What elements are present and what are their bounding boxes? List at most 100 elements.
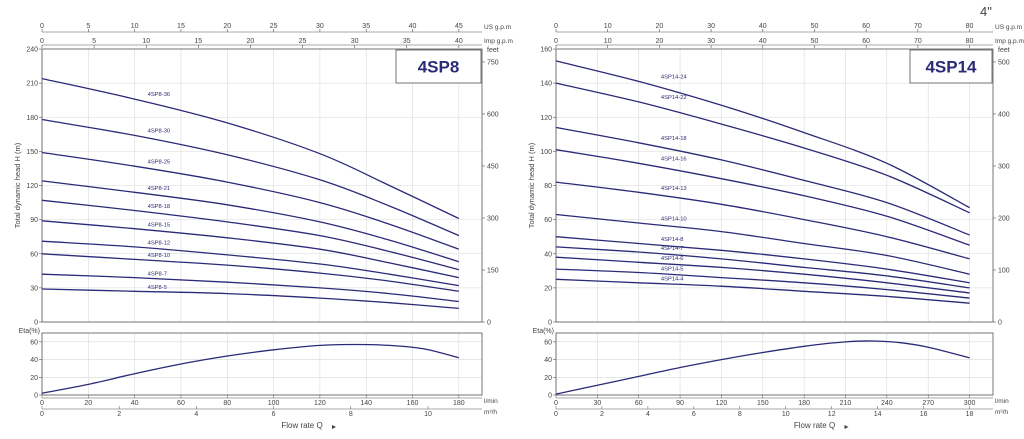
top-scale-tick-label: 5 xyxy=(92,38,96,45)
curve-4SP14-16 xyxy=(555,149,970,246)
bottom-scale-tick-label: 8 xyxy=(738,411,742,418)
bottom-scale-unit: m³/h xyxy=(995,409,1008,416)
bottom-scale-tick-label: 4 xyxy=(646,411,650,418)
curve-4SP8-12 xyxy=(41,240,459,287)
curve-label: 4SP8-10 xyxy=(148,253,171,259)
y-tick-label: 60 xyxy=(30,251,38,258)
eta-axis-label: Eta(%) xyxy=(19,328,40,335)
feet-tick-label: 0 xyxy=(487,320,491,327)
curve-label: 4SP8-30 xyxy=(148,129,171,135)
eta-tick-label: 20 xyxy=(544,375,552,382)
curve-label: 4SP14-13 xyxy=(661,186,687,192)
bottom-scale-tick-label: 210 xyxy=(840,400,852,407)
top-scale-tick-label: 10 xyxy=(604,38,612,45)
top-scale-tick-label: 40 xyxy=(759,23,767,30)
eta-tick-label: 40 xyxy=(30,357,38,364)
curve-4SP8-18 xyxy=(41,199,459,271)
bottom-scale-tick-label: 4 xyxy=(194,411,198,418)
curve-4SP8-25 xyxy=(41,151,460,250)
curve-4SP8-21 xyxy=(41,180,459,263)
y-tick-label: 100 xyxy=(540,149,552,156)
top-scale-tick-label: 60 xyxy=(862,38,870,45)
curve-label: 4SP14-24 xyxy=(661,74,688,80)
curve-4SP14-18 xyxy=(555,126,970,236)
y-tick-label: 20 xyxy=(544,285,552,292)
y-tick-label: 140 xyxy=(540,81,552,88)
bottom-scale-unit: m³/h xyxy=(484,409,497,416)
top-scale-tick-label: 30 xyxy=(707,38,715,45)
bottom-scale-tick-label: 60 xyxy=(177,400,185,407)
bottom-scale-tick-label: 150 xyxy=(757,400,769,407)
top-scale-tick-label: 80 xyxy=(966,38,974,45)
top-scale-tick-label: 10 xyxy=(604,23,612,30)
y-tick-label: 40 xyxy=(544,251,552,258)
bottom-scale-tick-label: 0 xyxy=(40,411,44,418)
curve-label: 4SP8-36 xyxy=(148,92,171,98)
top-scale-tick-label: 20 xyxy=(247,38,255,45)
y-tick-label: 240 xyxy=(26,47,38,54)
bottom-scale-tick-label: 270 xyxy=(922,400,934,407)
bottom-scale-tick-label: 10 xyxy=(424,411,432,418)
top-scale-tick-label: 0 xyxy=(40,23,44,30)
y-tick-label: 120 xyxy=(26,183,38,190)
page-mark: 4" xyxy=(980,4,992,19)
feet-tick-label: 300 xyxy=(487,215,499,222)
bottom-scale-tick-label: 180 xyxy=(798,400,810,407)
top-scale-tick-label: 0 xyxy=(554,38,558,45)
y-tick-label: 150 xyxy=(26,149,38,156)
bottom-scale-tick-label: 120 xyxy=(314,400,326,407)
curve-label: 4SP8-5 xyxy=(148,285,167,291)
bottom-scale-tick-label: 240 xyxy=(881,400,893,407)
eta-tick-label: 60 xyxy=(544,339,552,346)
model-title-box xyxy=(909,49,993,84)
y-tick-label: 60 xyxy=(544,217,552,224)
bottom-scale-tick-label: 18 xyxy=(966,411,974,418)
curve-label: 4SP14-8 xyxy=(661,237,684,243)
bottom-scale-tick-label: 60 xyxy=(635,400,643,407)
feet-tick-label: 750 xyxy=(487,59,499,66)
bottom-scale-tick-label: 40 xyxy=(131,400,139,407)
top-scale-tick-label: 10 xyxy=(142,38,150,45)
chart-1: 0204060801001201401600100200300400500fee… xyxy=(527,23,1024,430)
top-scale-tick-label: 25 xyxy=(270,23,278,30)
bottom-scale-tick-label: 90 xyxy=(676,400,684,407)
model-title: 4SP8 xyxy=(418,58,460,77)
curve-4SP14-10 xyxy=(555,213,970,275)
top-scale-tick-label: 0 xyxy=(40,38,44,45)
curve-label: 4SP14-5 xyxy=(661,266,684,272)
top-scale-tick-label: 35 xyxy=(403,38,411,45)
bottom-scale-tick-label: 2 xyxy=(117,411,121,418)
curve-4SP14-13 xyxy=(555,181,970,260)
feet-tick-label: 450 xyxy=(487,163,499,170)
bottom-scale-tick-label: 0 xyxy=(40,400,44,407)
top-scale-tick-label: 30 xyxy=(707,23,715,30)
bottom-scale-tick-label: 0 xyxy=(554,400,558,407)
curve-label: 4SP8-21 xyxy=(148,186,171,192)
curve-4SP14-7 xyxy=(555,246,970,289)
bottom-scale-tick-label: 6 xyxy=(272,411,276,418)
y-tick-label: 30 xyxy=(30,285,38,292)
curve-label: 4SP14-7 xyxy=(661,246,684,252)
top-scale-unit: Imp g.p.m xyxy=(995,38,1024,45)
top-scale-tick-label: 60 xyxy=(862,23,870,30)
bottom-scale-tick-label: 180 xyxy=(453,400,465,407)
curve-4SP14-5 xyxy=(555,268,970,299)
feet-tick-label: 500 xyxy=(998,59,1010,66)
curve-4SP14-8 xyxy=(555,236,970,284)
y-tick-label: 210 xyxy=(26,81,38,88)
top-scale-tick-label: 5 xyxy=(86,23,90,30)
curve-label: 4SP14-4 xyxy=(661,277,684,283)
bottom-scale-tick-label: 14 xyxy=(874,411,882,418)
curve-4SP14-22 xyxy=(555,82,970,214)
curve-4SP8-7 xyxy=(41,273,459,303)
bottom-scale-unit: l/min xyxy=(995,398,1009,405)
curve-4SP14-4 xyxy=(555,278,970,304)
eta-tick-label: 40 xyxy=(544,357,552,364)
bottom-scale-tick-label: 12 xyxy=(828,411,836,418)
top-scale-tick-label: 70 xyxy=(914,38,922,45)
bottom-scale-tick-label: 16 xyxy=(920,411,928,418)
bottom-scale-tick-label: 160 xyxy=(407,400,419,407)
curve-label: 4SP8-15 xyxy=(148,222,171,228)
curve-4SP8-36 xyxy=(41,77,460,220)
curve-label: 4SP8-25 xyxy=(148,159,171,165)
